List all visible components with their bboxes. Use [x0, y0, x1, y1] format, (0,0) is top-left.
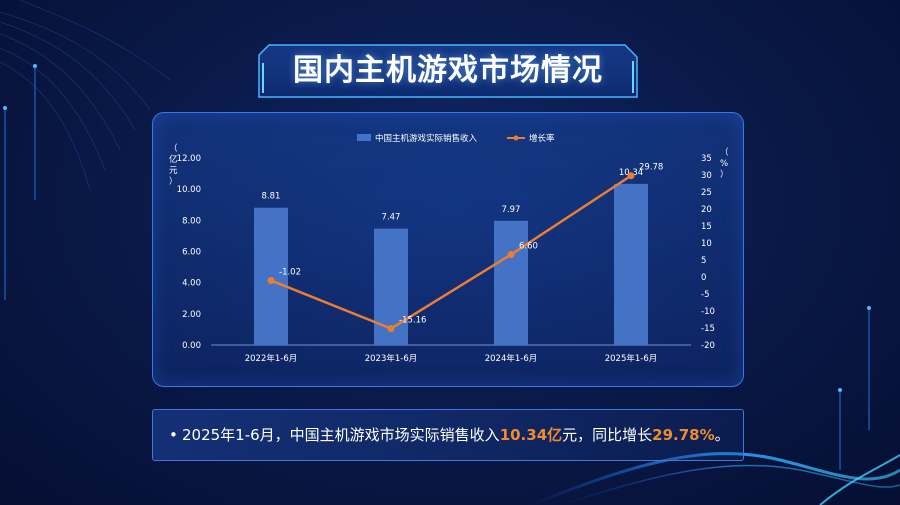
growth-point: [267, 276, 275, 284]
growth-data-label: 29.78: [639, 163, 663, 173]
y-right-tick-label: -5: [701, 290, 709, 300]
bar-data-label: 7.47: [382, 213, 401, 223]
growth-line: [270, 174, 632, 330]
summary-part3: 。: [714, 426, 730, 444]
y-right-tick-label: -20: [701, 341, 715, 351]
growth-point: [387, 325, 395, 333]
y-right-tick-label: 30: [701, 171, 712, 181]
title-banner: 国内主机游戏市场情况: [257, 43, 639, 99]
summary-text: 2025年1-6月，中国主机游戏市场实际销售收入10.34亿元，同比增长29.7…: [182, 410, 730, 460]
y-right-tick-label: -15: [701, 324, 715, 334]
title-frame: [258, 44, 638, 98]
y-tick-label: 6.00: [182, 248, 201, 258]
summary-box: • 2025年1-6月，中国主机游戏市场实际销售收入10.34亿元，同比增长29…: [152, 409, 744, 461]
legend-marker-line: [513, 135, 519, 141]
x-tick-label: 2025年1-6月: [605, 353, 658, 364]
bar: [254, 207, 288, 345]
x-tick-label: 2022年1-6月: [245, 353, 298, 364]
y-axis-unit-label: （亿元）: [169, 143, 178, 187]
growth-data-label: 6.60: [519, 242, 538, 252]
x-tick-label: 2024年1-6月: [485, 353, 538, 364]
y-right-tick-label: 10: [701, 239, 712, 249]
legend-label-line: 增长率: [529, 133, 555, 144]
combo-chart: 12.00 10.00 8.00 6.00 4.00 2.00 0.00 35 30 25 20 15…: [169, 133, 729, 364]
bar-data-label: 8.81: [262, 192, 281, 202]
y-tick-label: 0.00: [182, 341, 201, 351]
y-right-axis-unit-label: （%）: [720, 147, 729, 180]
growth-data-label: -15.16: [399, 316, 426, 326]
growth-point: [507, 251, 515, 259]
growth-data-label: -1.02: [279, 267, 301, 277]
summary-highlight-growth: 29.78%: [652, 426, 715, 444]
summary-part2: 元，同比增长: [562, 426, 653, 444]
y-right-tick-label: 15: [701, 222, 712, 232]
x-tick-label: 2023年1-6月: [365, 353, 418, 364]
y-tick-label: 12.00: [177, 154, 201, 164]
bar-data-label: 7.97: [502, 205, 521, 215]
y-right-tick-label: 0: [701, 273, 706, 283]
y-tick-label: 2.00: [182, 310, 201, 320]
y-tick-label: 8.00: [182, 216, 201, 226]
y-tick-label: 4.00: [182, 279, 201, 289]
page-title: 国内主机游戏市场情况: [293, 53, 603, 88]
y-right-tick-label: 25: [701, 188, 712, 198]
summary-highlight-revenue: 10.34亿: [499, 426, 563, 444]
legend-label-bar: 中国主机游戏实际销售收入: [375, 133, 478, 144]
summary-part1: 2025年1-6月，中国主机游戏市场实际销售收入: [182, 426, 500, 444]
growth-point: [627, 172, 635, 180]
y-right-tick-label: 35: [701, 154, 712, 164]
y-right-tick-label: 5: [701, 256, 706, 266]
bar: [494, 220, 528, 345]
y-right-tick-label: -10: [701, 307, 715, 317]
y-tick-label: 10.00: [177, 185, 201, 195]
bullet-icon: •: [169, 426, 178, 444]
legend-swatch-bar: [357, 134, 371, 141]
bar: [614, 183, 648, 345]
y-right-tick-label: 20: [701, 205, 712, 215]
chart-card: 12.00 10.00 8.00 6.00 4.00 2.00 0.00 35 30 25 20 15…: [152, 112, 744, 387]
